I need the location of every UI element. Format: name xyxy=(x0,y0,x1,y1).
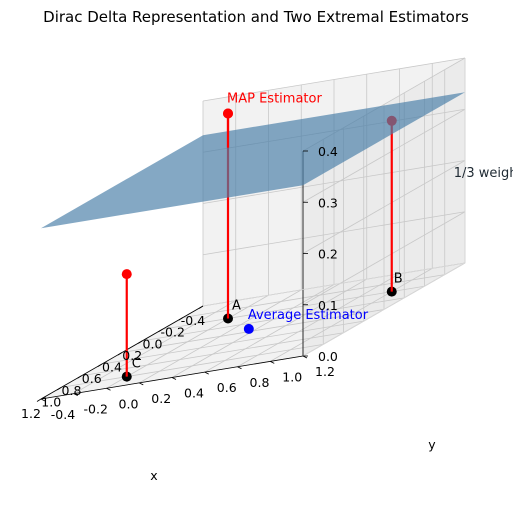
spike-top xyxy=(121,269,132,280)
x-tick-label: 0.6 xyxy=(82,371,102,386)
y-tick-mark xyxy=(73,393,78,396)
plane-label: 1/3 weight plane xyxy=(454,166,513,181)
pane-edge xyxy=(302,262,466,357)
point-label-c: C xyxy=(132,357,141,372)
x-tick-label: 0.8 xyxy=(62,383,82,398)
x-tick-mark xyxy=(77,375,82,379)
z-tick-label: 0.4 xyxy=(318,144,338,159)
grid-line xyxy=(302,211,466,306)
grid-line xyxy=(302,108,466,203)
y-tick-mark xyxy=(40,398,46,402)
y-tick-label: 0.6 xyxy=(217,380,237,395)
x-tick-mark xyxy=(198,305,204,309)
x-tick-label: -0.4 xyxy=(181,313,205,328)
y-tick-mark xyxy=(237,366,242,370)
chart-title: Dirac Delta Representation and Two Extre… xyxy=(43,8,469,26)
y-tick-mark xyxy=(106,387,111,391)
y-tick-mark xyxy=(171,377,177,380)
x-tick-mark xyxy=(117,352,123,356)
y-tick-label: 0.8 xyxy=(250,375,270,390)
y-tick-label: 1.0 xyxy=(282,369,302,384)
x-tick-mark xyxy=(36,398,42,402)
x-tick-mark xyxy=(158,328,163,333)
x-tick-label: 0.0 xyxy=(143,336,163,351)
y-tick-label: 0.2 xyxy=(151,391,171,406)
point-label-b: B xyxy=(394,272,403,287)
grid-line xyxy=(237,273,400,368)
y-tick-label: -0.4 xyxy=(51,407,75,422)
y-tick-mark xyxy=(270,361,275,364)
tick-labels: -0.4-0.20.00.20.40.60.81.01.2 -0.4 -0.2 0.0… xyxy=(21,144,338,422)
x-tick-label: 1.2 xyxy=(21,406,41,421)
grid-line xyxy=(202,57,466,102)
x-tick-label: 0.4 xyxy=(102,360,122,375)
grid-line xyxy=(204,278,367,373)
x-tick-mark xyxy=(57,387,62,391)
y-axis-label: y xyxy=(428,437,436,452)
x-axis-label: x xyxy=(150,468,157,483)
x-tick-mark xyxy=(178,317,183,321)
grid-line xyxy=(139,289,302,384)
y-tick-label: 0.4 xyxy=(184,386,204,401)
x-tick-mark xyxy=(97,363,102,367)
x-tick-label: -0.2 xyxy=(161,325,185,340)
y-tick-label: 0.0 xyxy=(119,396,139,411)
y-tick-mark xyxy=(139,382,144,386)
grid-line xyxy=(106,294,269,389)
map-estimator-label: MAP Estimator xyxy=(227,92,322,107)
grid-line xyxy=(302,160,466,254)
weight-plane xyxy=(41,92,465,229)
grid-line xyxy=(73,300,236,394)
z-tick-label: 0.3 xyxy=(318,195,338,210)
chart-marks: A B C Average Estimator 1/3 weight plane MAP … xyxy=(41,92,513,382)
average-estimator-point xyxy=(243,323,254,334)
point-label-a: A xyxy=(232,299,241,314)
x-tick-label: 0.2 xyxy=(122,348,142,363)
x-tick-mark xyxy=(138,340,143,344)
y-tick-label: 1.2 xyxy=(315,364,335,379)
z-tick-label: 0.2 xyxy=(318,247,338,262)
x-tick-label: 1.0 xyxy=(41,394,61,409)
grid-line xyxy=(270,268,433,362)
y-tick-label: -0.2 xyxy=(84,402,108,417)
y-tick-mark xyxy=(204,371,209,375)
grid-line xyxy=(202,160,466,204)
spike-top-above xyxy=(223,108,233,119)
z-tick-label: 0.0 xyxy=(318,349,338,364)
average-estimator-label: Average Estimator xyxy=(248,308,369,323)
z-tick-label: 0.1 xyxy=(318,298,338,313)
pane-edge xyxy=(202,262,466,307)
grid-line xyxy=(202,211,466,256)
